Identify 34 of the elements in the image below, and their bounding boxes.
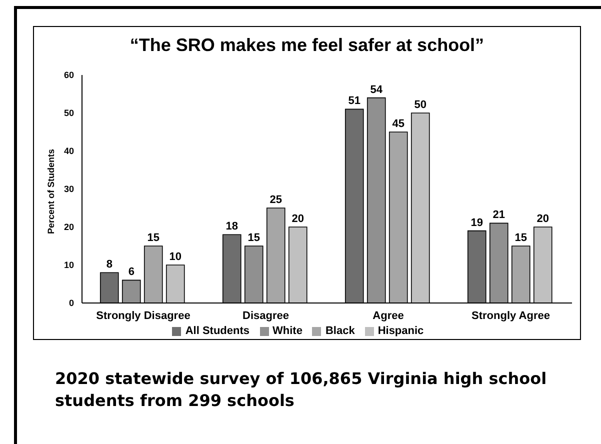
legend-label: Hispanic: [378, 325, 424, 337]
data-label: 18: [226, 220, 238, 233]
chart-title: “The SRO makes me feel safer at school”: [128, 35, 486, 57]
data-label: 45: [392, 118, 404, 130]
data-label: 20: [536, 213, 549, 225]
x-tick-label: Strongly Disagree: [96, 310, 190, 322]
y-tick-label: 60: [64, 70, 74, 80]
x-tick-label: Strongly Agree: [472, 310, 550, 322]
legend-label: White: [272, 325, 302, 337]
legend-label: All Students: [185, 325, 250, 337]
data-label: 6: [128, 266, 134, 278]
y-tick-label: 10: [64, 260, 74, 270]
data-label: 50: [414, 99, 426, 111]
legend-label: Black: [325, 325, 355, 337]
data-label: 19: [470, 216, 483, 229]
data-label: 25: [270, 194, 282, 206]
data-label: 51: [348, 95, 360, 108]
text: 2020 statewide survey of 106,865 Virginia high school students from 299 schools: [55, 368, 548, 412]
x-tick-label: Agree: [372, 310, 404, 322]
y-tick-label: 30: [64, 184, 74, 194]
data-label: 15: [514, 232, 527, 244]
data-label: 54: [370, 84, 384, 96]
data-label: 8: [106, 258, 112, 271]
data-label: 21: [492, 209, 505, 222]
y-tick-label: 0: [68, 298, 74, 308]
data-label: 10: [169, 251, 182, 263]
y-tick-label: 20: [64, 222, 74, 232]
y-axis-title: Percent of Students: [46, 148, 56, 234]
data-label: 15: [248, 232, 260, 244]
data-label: 15: [147, 232, 160, 244]
x-tick-label: Disagree: [242, 310, 289, 322]
y-tick-label: 50: [64, 108, 74, 118]
data-label: 20: [292, 213, 304, 225]
y-tick-label: 40: [64, 146, 74, 156]
